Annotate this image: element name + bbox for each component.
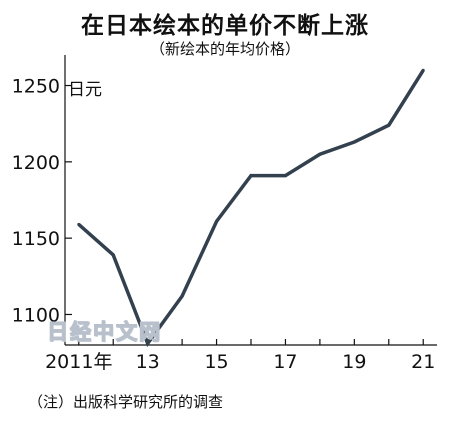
data-point [249, 174, 253, 178]
data-point [215, 219, 219, 223]
y-unit-label: 日元 [68, 80, 102, 100]
y-tick-label: 1200 [12, 152, 60, 174]
series-line [77, 69, 425, 348]
x-tick-label: 13 [136, 351, 160, 373]
data-point [180, 294, 184, 298]
source-note: （注）出版科学研究所的调查 [28, 393, 224, 411]
watermark-logo: 日经中文网 [46, 319, 162, 344]
data-point [146, 341, 150, 345]
x-tick-label: 19 [342, 351, 366, 373]
x-tick-label: 2011年 [45, 351, 112, 373]
y-tick-label: 1250 [12, 76, 60, 98]
series-lines [77, 69, 425, 348]
x-tick-label: 21 [411, 351, 435, 373]
x-tick-label: 17 [273, 351, 297, 373]
data-point [77, 222, 81, 226]
data-point [111, 253, 115, 257]
data-point [318, 152, 322, 156]
data-point [387, 123, 391, 127]
y-tick-label: 1100 [12, 304, 60, 326]
data-points [77, 68, 425, 345]
y-axis-ticks: 1100 1150 1200 1250 [12, 76, 72, 326]
chart-title: 在日本绘本的单价不断上涨 [81, 13, 369, 39]
x-tick-label: 15 [204, 351, 228, 373]
data-point [283, 174, 287, 178]
chart-subtitle: （新绘本的年均价格） [149, 40, 300, 58]
data-point [352, 140, 356, 144]
data-point [421, 68, 425, 72]
y-tick-label: 1150 [12, 228, 60, 250]
